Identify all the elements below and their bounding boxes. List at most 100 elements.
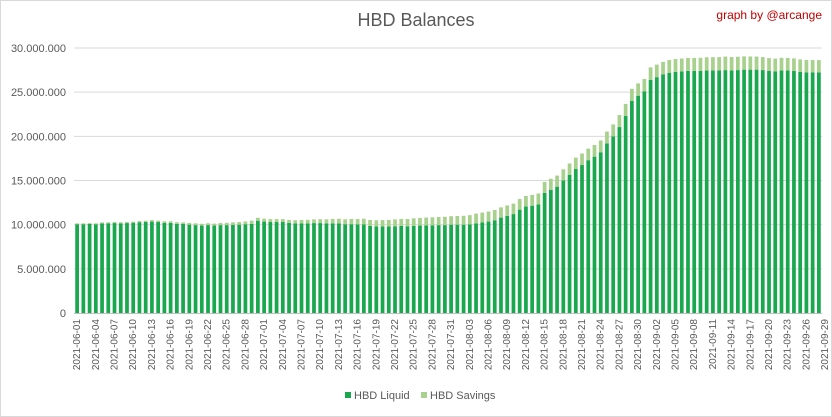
bar-hbd-liquid bbox=[212, 225, 217, 313]
x-tick-label: 2021-06-22 bbox=[203, 319, 214, 371]
bar-hbd-savings bbox=[630, 88, 634, 101]
bar-hbd-liquid bbox=[723, 70, 728, 313]
x-tick-label: 2021-06-10 bbox=[128, 319, 139, 371]
bar-hbd-savings bbox=[287, 219, 291, 223]
bar-hbd-liquid bbox=[505, 215, 510, 313]
bar-hbd-liquid bbox=[810, 72, 815, 314]
bar-hbd-savings bbox=[723, 56, 728, 71]
bar-hbd-savings bbox=[443, 216, 447, 226]
bar-hbd-liquid bbox=[611, 136, 616, 313]
y-tick-label: 30.000.000 bbox=[11, 43, 66, 55]
bar-hbd-savings bbox=[330, 218, 335, 224]
bar-hbd-savings bbox=[112, 222, 117, 224]
bar-hbd-savings bbox=[598, 140, 603, 153]
bar-hbd-liquid bbox=[349, 224, 354, 313]
x-tick-label: 2021-07-07 bbox=[297, 319, 308, 371]
bar-hbd-liquid bbox=[499, 217, 503, 313]
bar-hbd-liquid bbox=[330, 223, 335, 313]
bar-hbd-liquid bbox=[280, 222, 285, 313]
x-tick-label: 2021-09-29 bbox=[820, 319, 831, 371]
bar-hbd-liquid bbox=[592, 156, 597, 313]
bar-hbd-savings bbox=[181, 222, 185, 224]
bar-hbd-savings bbox=[218, 222, 223, 226]
y-tick-label: 20.000.000 bbox=[11, 131, 66, 143]
bar-hbd-liquid bbox=[168, 222, 173, 313]
bar-hbd-liquid bbox=[486, 221, 491, 313]
bar-hbd-liquid bbox=[530, 205, 535, 313]
bar-hbd-savings bbox=[374, 220, 379, 227]
bar-hbd-liquid bbox=[648, 79, 653, 313]
bar-hbd-liquid bbox=[779, 70, 784, 314]
x-tick-label: 2021-09-02 bbox=[652, 319, 663, 371]
bar-hbd-savings bbox=[505, 205, 510, 216]
legend-label: HBD Liquid bbox=[354, 390, 410, 402]
x-tick-label: 2021-07-16 bbox=[353, 319, 364, 371]
bar-hbd-liquid bbox=[536, 204, 541, 313]
x-tick-label: 2021-08-21 bbox=[577, 319, 588, 371]
bar-hbd-liquid bbox=[206, 225, 210, 313]
bar-hbd-liquid bbox=[443, 225, 447, 313]
bar-hbd-savings bbox=[280, 219, 285, 223]
bar-hbd-savings bbox=[474, 213, 478, 224]
y-tick-label: 25.000.000 bbox=[11, 87, 66, 99]
bar-hbd-savings bbox=[449, 216, 453, 225]
bar-hbd-savings bbox=[654, 64, 659, 78]
bar-hbd-savings bbox=[143, 220, 148, 223]
bar-hbd-liquid bbox=[368, 225, 372, 313]
bar-hbd-liquid bbox=[567, 174, 572, 313]
bar-hbd-savings bbox=[368, 219, 372, 226]
x-tick-label: 2021-07-10 bbox=[315, 319, 326, 371]
bar-hbd-savings bbox=[480, 212, 485, 223]
bar-hbd-liquid bbox=[673, 71, 678, 313]
bar-hbd-liquid bbox=[374, 226, 379, 313]
bar-hbd-savings bbox=[530, 194, 535, 206]
bar-hbd-savings bbox=[679, 58, 684, 72]
bar-hbd-liquid bbox=[667, 72, 672, 313]
x-tick-label: 2021-08-06 bbox=[484, 319, 495, 371]
bar-hbd-savings bbox=[380, 220, 385, 227]
bar-hbd-liquid bbox=[555, 186, 559, 313]
bar-hbd-savings bbox=[767, 58, 771, 71]
x-tick-label: 2021-09-20 bbox=[764, 319, 775, 371]
bar-hbd-savings bbox=[87, 223, 92, 224]
bar-hbd-savings bbox=[524, 195, 528, 207]
bar-hbd-liquid bbox=[268, 222, 273, 313]
bar-hbd-liquid bbox=[137, 222, 142, 313]
bar-hbd-liquid bbox=[511, 214, 516, 313]
bar-hbd-liquid bbox=[729, 70, 734, 314]
bar-hbd-liquid bbox=[262, 221, 266, 313]
bar-hbd-savings bbox=[274, 219, 279, 223]
bar-hbd-liquid bbox=[636, 95, 640, 313]
bar-hbd-savings bbox=[735, 56, 740, 71]
x-tick-label: 2021-07-04 bbox=[278, 319, 289, 371]
y-tick-label: 10.000.000 bbox=[11, 220, 66, 232]
bar-hbd-savings bbox=[648, 67, 653, 80]
bar-hbd-savings bbox=[393, 219, 397, 227]
legend-swatch bbox=[345, 392, 351, 398]
bar-hbd-savings bbox=[492, 210, 497, 221]
bar-hbd-liquid bbox=[343, 224, 348, 313]
chart-title: HBD Balances bbox=[357, 10, 475, 30]
bar-hbd-liquid bbox=[735, 70, 740, 313]
bar-hbd-savings bbox=[386, 219, 391, 227]
bar-hbd-savings bbox=[804, 59, 809, 73]
bar-hbd-liquid bbox=[449, 224, 453, 313]
bar-hbd-savings bbox=[305, 219, 310, 224]
bar-hbd-liquid bbox=[742, 69, 746, 314]
bar-hbd-savings bbox=[673, 59, 678, 72]
bar-hbd-savings bbox=[231, 222, 235, 225]
bar-hbd-liquid bbox=[424, 225, 429, 313]
bar-hbd-liquid bbox=[661, 74, 665, 313]
bar-hbd-savings bbox=[150, 220, 154, 222]
bar-hbd-savings bbox=[698, 57, 703, 71]
bar-hbd-savings bbox=[337, 218, 341, 224]
bar-hbd-liquid bbox=[654, 77, 659, 314]
bar-hbd-liquid bbox=[817, 72, 821, 314]
bar-hbd-savings bbox=[779, 57, 784, 71]
bar-hbd-liquid bbox=[193, 225, 198, 313]
x-tick-label: 2021-07-01 bbox=[259, 319, 270, 371]
x-tick-label: 2021-08-30 bbox=[633, 319, 644, 371]
bar-hbd-savings bbox=[430, 217, 435, 226]
bar-hbd-liquid bbox=[318, 223, 323, 313]
